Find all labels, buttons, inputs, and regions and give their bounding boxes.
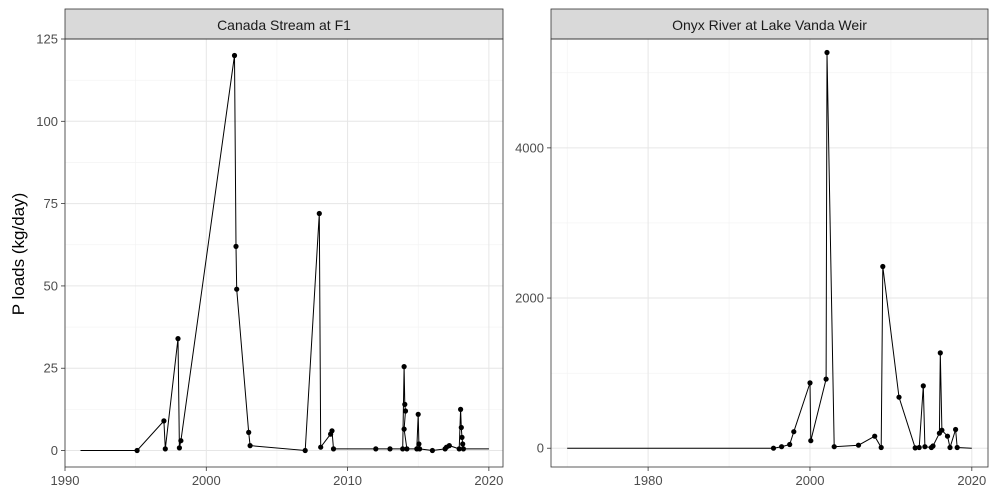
data-point [330, 446, 337, 452]
data-point [316, 210, 322, 217]
data-point [162, 446, 168, 452]
y-axis-title: P loads (kg/day) [9, 193, 28, 316]
data-point [930, 443, 936, 449]
y-tick-label: 2000 [515, 291, 544, 306]
panel-border [550, 38, 989, 468]
data-point [175, 336, 181, 342]
x-tick-label: 2010 [333, 473, 362, 488]
data-point [402, 408, 409, 414]
x-tick-label: 1990 [51, 473, 80, 488]
panel-2: Onyx River at Lake Vanda Weir 1980 2000 202… [515, 8, 989, 488]
series-line [567, 52, 972, 450]
data-point [831, 444, 837, 450]
data-point [429, 447, 435, 454]
data-point [446, 443, 452, 449]
data-point [404, 446, 410, 452]
data-point [922, 444, 928, 450]
y-tick-label: 75 [44, 196, 58, 211]
data-point [855, 442, 862, 448]
data-point [247, 443, 253, 449]
data-point [460, 441, 466, 447]
data-point [176, 445, 182, 451]
data-point [916, 444, 922, 451]
data-point [459, 434, 465, 440]
data-point [231, 52, 238, 59]
x-tick-label: 2020 [957, 473, 986, 488]
y-tick-label: 4000 [515, 140, 544, 155]
data-point [824, 49, 830, 56]
data-point [234, 286, 240, 292]
data-point [896, 394, 902, 400]
data-point [415, 411, 421, 417]
data-point [458, 406, 464, 412]
data-point [246, 429, 252, 435]
data-point [808, 438, 814, 444]
data-point [947, 444, 953, 451]
data-point [944, 433, 951, 439]
data-point [401, 426, 407, 432]
data-point [791, 429, 797, 435]
panel-title: Canada Stream at F1 [217, 17, 351, 33]
data-point [787, 441, 793, 448]
x-tick-label: 2000 [192, 473, 221, 488]
y-tick-label: 0 [51, 443, 58, 458]
x-tick-label: 2000 [796, 473, 825, 488]
data-point [939, 427, 945, 433]
panel-strip [64, 8, 504, 40]
x-tick-label: 2020 [474, 473, 503, 488]
data-point [373, 446, 379, 452]
data-point [912, 445, 918, 451]
panel-1: Canada Stream at F1 1990 2000 2010 2020 0 25 50… [36, 8, 504, 488]
y-tick-label: 100 [36, 114, 58, 129]
data-point [329, 428, 335, 434]
data-point [953, 426, 959, 433]
data-point [178, 438, 184, 444]
data-point [134, 447, 140, 454]
data-point [823, 376, 829, 382]
data-point [417, 446, 423, 452]
y-tick-label: 25 [44, 361, 58, 376]
data-point [401, 364, 407, 370]
data-point [937, 350, 943, 356]
data-point [880, 263, 886, 270]
data-point [954, 444, 960, 451]
data-point [302, 447, 308, 454]
data-point [233, 243, 239, 249]
data-point [460, 446, 466, 452]
data-point [458, 424, 464, 431]
data-point [807, 380, 813, 386]
data-point [318, 444, 324, 450]
y-tick-label: 0 [537, 441, 544, 456]
data-point [920, 383, 926, 389]
y-tick-label: 125 [36, 32, 58, 47]
data-point [878, 444, 884, 451]
panel-border [64, 38, 504, 468]
data-point [402, 401, 408, 407]
y-tick-label: 50 [44, 278, 58, 293]
x-tick-label: 1980 [634, 473, 663, 488]
series-line [80, 55, 489, 452]
data-point [456, 446, 462, 452]
data-point [779, 444, 785, 450]
panel-strip [550, 8, 989, 40]
data-point [400, 446, 406, 452]
data-point [872, 433, 878, 439]
data-point [416, 441, 422, 447]
data-point [161, 418, 167, 424]
panel-title: Onyx River at Lake Vanda Weir [672, 17, 867, 33]
data-point [770, 445, 777, 451]
data-point [387, 446, 393, 452]
